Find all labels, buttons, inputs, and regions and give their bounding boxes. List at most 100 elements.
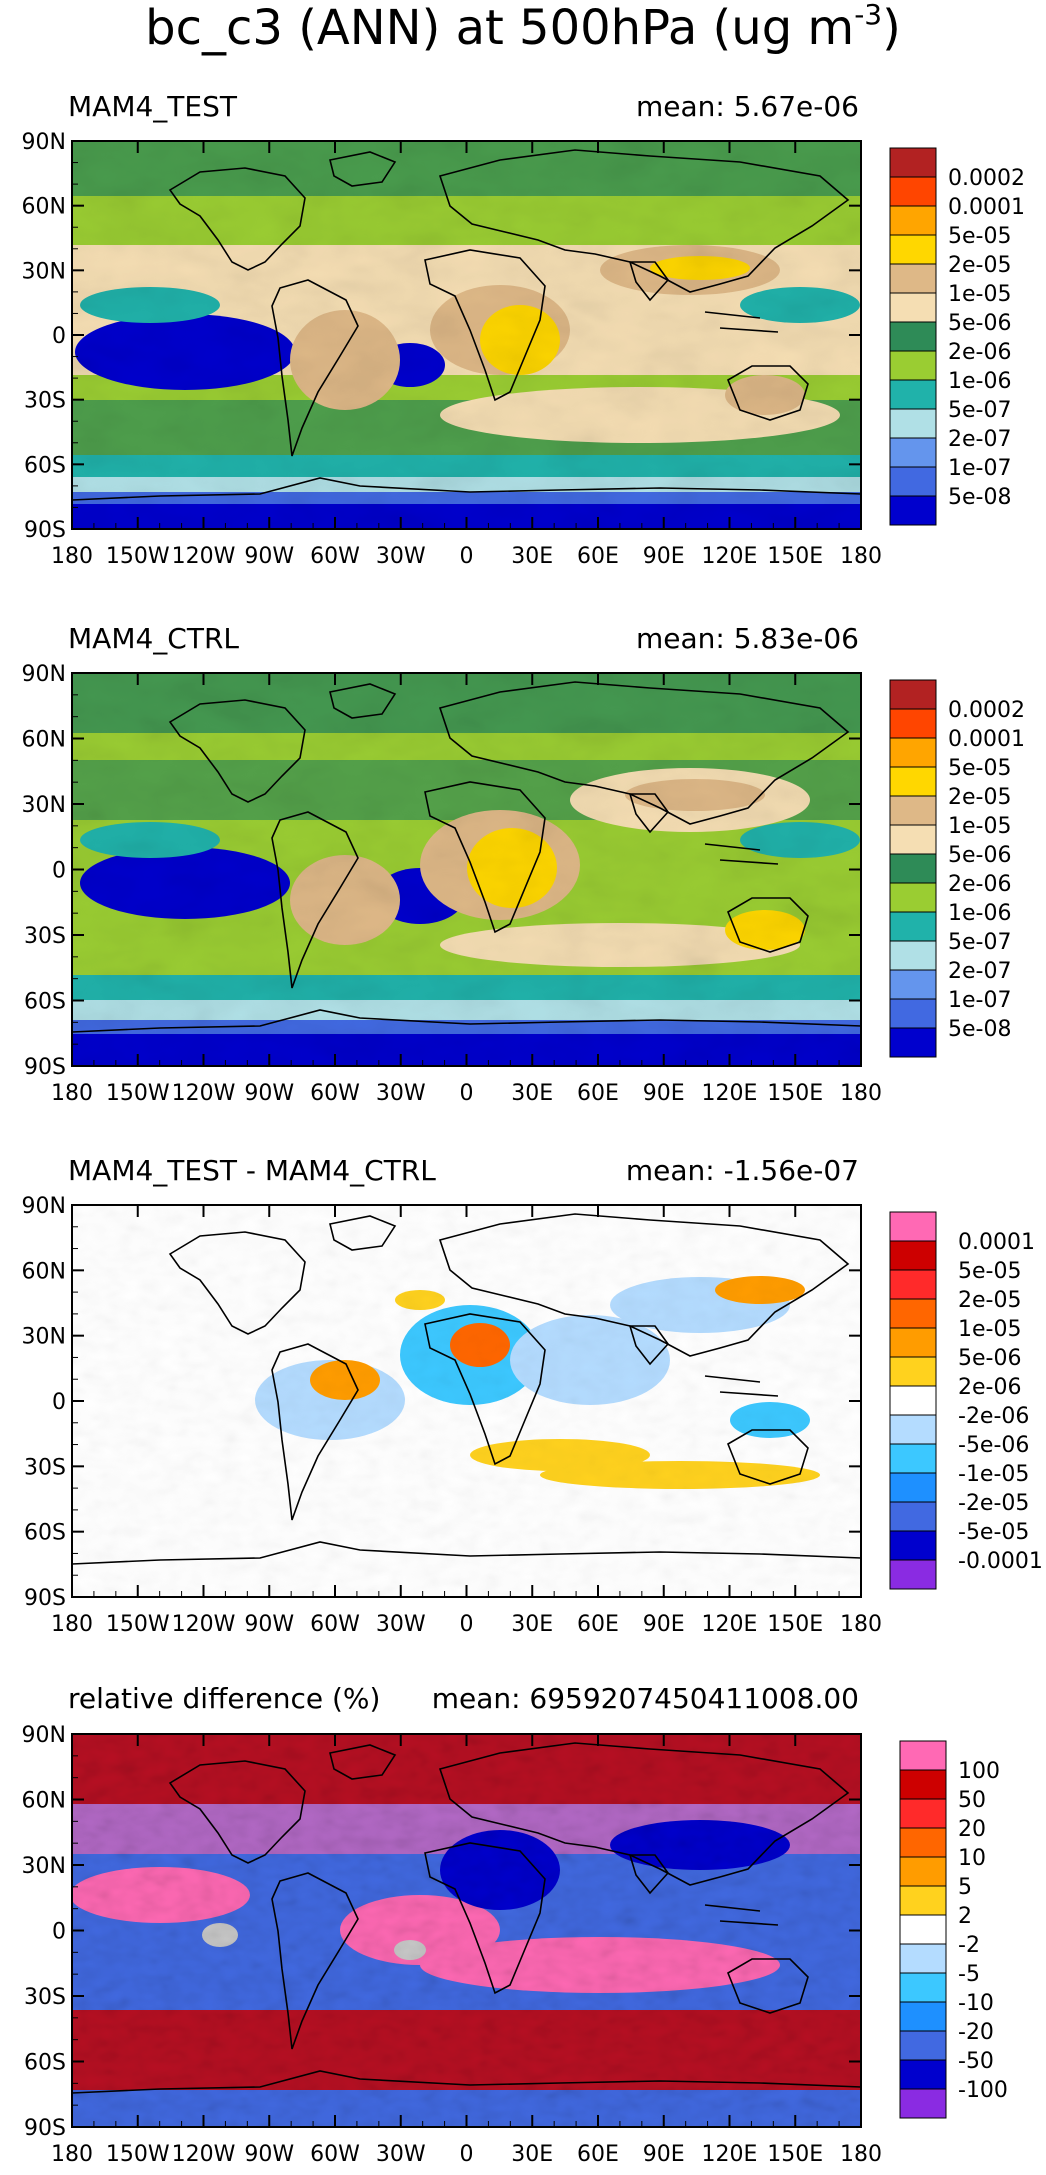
colorbar-label: 100 bbox=[958, 1759, 1000, 1784]
lon-tick-label: 60E bbox=[577, 1612, 619, 1637]
colorbar-swatch bbox=[889, 292, 937, 323]
field-texture bbox=[72, 141, 861, 529]
colorbar-label: 2e-05 bbox=[948, 253, 1011, 278]
colorbar-swatch bbox=[889, 940, 937, 971]
lat-tick-label: 90S bbox=[24, 2116, 66, 2141]
lon-tick-label: 30E bbox=[511, 1612, 553, 1637]
lon-tick-label: 90E bbox=[643, 2142, 685, 2167]
lat-tick-label: 0 bbox=[52, 859, 66, 884]
colorbar-swatch bbox=[889, 737, 937, 768]
lon-tick-label: 90W bbox=[244, 1081, 294, 1106]
colorbar-swatch bbox=[889, 1472, 937, 1503]
panel-mam4-test: MAM4_TEST mean: 5.67e-06 bbox=[22, 90, 1025, 569]
lat-tick-label: 60S bbox=[24, 990, 66, 1015]
lon-tick-label: 120E bbox=[702, 1612, 758, 1637]
coastline-africa bbox=[424, 1313, 546, 1466]
colorbar-swatch bbox=[889, 998, 937, 1029]
colorbar-swatch bbox=[889, 1414, 937, 1445]
panel-title: MAM4_CTRL bbox=[68, 622, 239, 655]
lat-tick-label: 30N bbox=[22, 259, 66, 284]
coastline-greenland bbox=[329, 683, 397, 719]
lon-tick-label: 60E bbox=[577, 2142, 619, 2167]
colorbar-swatch bbox=[899, 1943, 947, 1974]
colorbar-label: 5e-08 bbox=[948, 1017, 1011, 1042]
colorbar-swatch bbox=[889, 882, 937, 913]
lat-tick-label: 60N bbox=[22, 728, 66, 753]
lon-tick-label: 60W bbox=[310, 1081, 360, 1106]
panel-mean: mean: 5.67e-06 bbox=[636, 90, 859, 123]
colorbar-label: -50 bbox=[958, 2049, 994, 2074]
coastline-south-america bbox=[271, 811, 359, 989]
colorbar-swatch bbox=[889, 176, 937, 207]
colorbar-label: 5e-05 bbox=[948, 756, 1011, 781]
lon-tick-label: 30E bbox=[511, 544, 553, 569]
colorbar-swatch bbox=[889, 263, 937, 294]
panel-difference: MAM4_TEST - MAM4_CTRL mean: -1.56e-07 bbox=[22, 1154, 1043, 1637]
colorbar-label: 5e-05 bbox=[958, 1259, 1021, 1284]
colorbar-swatch bbox=[899, 2001, 947, 2032]
lon-tick-label: 180 bbox=[51, 2142, 93, 2167]
coastlines bbox=[72, 149, 861, 501]
coastline-antarctica bbox=[72, 1541, 861, 1565]
lon-tick-label: 90W bbox=[244, 1612, 294, 1637]
colorbar-label: -2 bbox=[958, 1933, 980, 1958]
colorbar-label: 50 bbox=[958, 1788, 986, 1813]
coastlines bbox=[72, 1742, 861, 2094]
coastline-india bbox=[628, 793, 670, 834]
lat-tick-label: 0 bbox=[52, 324, 66, 349]
coastline-north-america bbox=[168, 167, 306, 271]
lat-tick-label: 60N bbox=[22, 1259, 66, 1284]
colorbar-swatch bbox=[889, 1269, 937, 1300]
field-texture bbox=[72, 1734, 861, 2127]
lon-tick-label: 150E bbox=[767, 1612, 823, 1637]
colorbar-label: 2e-05 bbox=[948, 785, 1011, 810]
map-field bbox=[72, 673, 861, 1066]
coastline-australia bbox=[727, 1429, 809, 1485]
lon-tick-label: 150W bbox=[106, 2142, 170, 2167]
lon-tick-label: 150E bbox=[767, 1081, 823, 1106]
lat-tick-label: 60N bbox=[22, 195, 66, 220]
lon-tick-label: 30W bbox=[376, 2142, 426, 2167]
coastline-south-america bbox=[271, 279, 359, 457]
lon-tick-label: 180 bbox=[840, 1081, 882, 1106]
colorbar-swatch bbox=[889, 969, 937, 1000]
lat-tick-label: 90S bbox=[24, 1586, 66, 1611]
lon-tick-label: 60W bbox=[310, 2142, 360, 2167]
coastline-south-america bbox=[271, 1872, 359, 2050]
colorbar-label: 1e-05 bbox=[948, 814, 1011, 839]
colorbar-label: -100 bbox=[958, 2078, 1008, 2103]
coastline-north-america bbox=[168, 1231, 306, 1335]
colorbar-label: 0.0002 bbox=[948, 166, 1025, 191]
panel-title: MAM4_TEST - MAM4_CTRL bbox=[68, 1154, 436, 1187]
colorbar-label: -0.0001 bbox=[958, 1549, 1043, 1574]
coastline-maritime bbox=[704, 1375, 779, 1397]
map-field bbox=[72, 1205, 861, 1597]
colorbar-label: 5e-07 bbox=[948, 930, 1011, 955]
colorbar-swatch bbox=[889, 466, 937, 497]
field-texture bbox=[72, 1205, 861, 1597]
colorbar-swatch bbox=[889, 350, 937, 381]
colorbar-label: -5 bbox=[958, 1962, 980, 1987]
lon-tick-label: 180 bbox=[51, 544, 93, 569]
coastline-africa bbox=[424, 249, 546, 402]
lat-tick-label: 90N bbox=[22, 662, 66, 687]
lat-tick-label: 90N bbox=[22, 1723, 66, 1748]
lon-tick-label: 0 bbox=[460, 1612, 474, 1637]
coastline-maritime bbox=[704, 1904, 779, 1926]
colorbar-label: -1e-05 bbox=[958, 1462, 1029, 1487]
colorbar-swatch bbox=[889, 147, 937, 178]
figure-title-main: bc_c3 (ANN) at 500hPa (ug m bbox=[145, 0, 854, 56]
lat-tick-label: 30N bbox=[22, 1854, 66, 1879]
colorbar-label: -2e-06 bbox=[958, 1404, 1029, 1429]
colorbar-label: 0.0002 bbox=[948, 698, 1025, 723]
coastline-north-america bbox=[168, 1760, 306, 1864]
lon-tick-label: 120E bbox=[702, 544, 758, 569]
colorbar-swatch bbox=[889, 1559, 937, 1590]
colorbar-swatch bbox=[889, 1530, 937, 1561]
colorbar-label: 2e-06 bbox=[948, 340, 1011, 365]
colorbar-label: -5e-06 bbox=[958, 1433, 1029, 1458]
panel-mean: mean: 5.83e-06 bbox=[636, 622, 859, 655]
lon-tick-label: 90E bbox=[643, 1081, 685, 1106]
colorbar-swatch bbox=[889, 379, 937, 410]
